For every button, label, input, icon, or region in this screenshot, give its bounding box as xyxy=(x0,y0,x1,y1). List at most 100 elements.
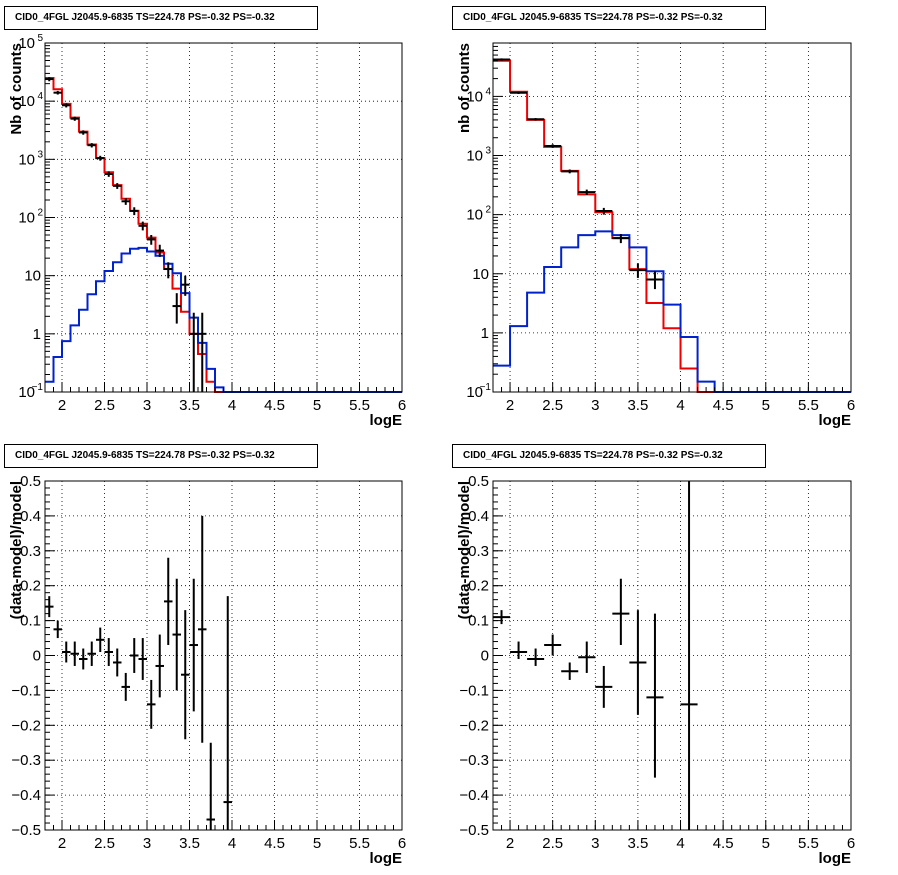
x-axis-label: logE xyxy=(819,412,852,429)
y-tick-label: −0.5 xyxy=(459,822,489,839)
x-tick-label: 3 xyxy=(143,835,151,852)
y-tick-label: 10 xyxy=(472,266,489,283)
data-point xyxy=(62,641,71,663)
data-point xyxy=(578,189,596,195)
panel-title-top-right: CID0_4FGL J2045.9-6835 TS=224.78 PS=-0.3… xyxy=(452,6,766,30)
x-tick-label: 3.5 xyxy=(179,835,200,852)
x-tick-label: 5.5 xyxy=(349,397,370,414)
data-point xyxy=(629,610,647,715)
y-tick-label: 0.4 xyxy=(468,508,489,525)
data-point xyxy=(612,234,630,244)
x-tick-label: 6 xyxy=(398,835,406,852)
plot-frame xyxy=(44,480,403,831)
total-model-histogram xyxy=(493,59,851,393)
data-point xyxy=(223,596,232,830)
x-tick-label: 4.5 xyxy=(264,397,285,414)
data-point xyxy=(79,648,88,670)
data-point xyxy=(198,515,207,743)
y-tick-label: −0.3 xyxy=(459,752,489,769)
y-tick-label: 0.1 xyxy=(468,613,489,630)
data-point xyxy=(164,262,173,279)
data-point xyxy=(527,118,545,121)
y-tick-label: 0 xyxy=(33,648,41,665)
data-point xyxy=(595,207,613,215)
data-point xyxy=(87,641,96,666)
x-tick-label: 3.5 xyxy=(179,397,200,414)
x-tick-label: 4 xyxy=(676,835,684,852)
y-tick-label: 0.5 xyxy=(20,473,41,490)
data-point xyxy=(164,557,173,646)
y-tick-label: 10 xyxy=(18,210,35,227)
x-tick-label: 2.5 xyxy=(94,397,115,414)
data-point xyxy=(147,679,156,729)
x-tick-label: 2 xyxy=(506,397,514,414)
y-tick-label: 0 xyxy=(481,648,489,665)
data-point xyxy=(138,221,147,231)
x-tick-label: 5.5 xyxy=(798,835,819,852)
data-point xyxy=(155,244,164,257)
y-tick-exponent: 4 xyxy=(37,91,43,102)
data-point xyxy=(206,742,215,830)
data-point xyxy=(510,641,528,659)
x-tick-label: 2.5 xyxy=(94,835,115,852)
data-point xyxy=(70,116,79,121)
data-point xyxy=(198,312,207,392)
y-axis-label: (data-model)/model xyxy=(8,481,25,619)
x-tick-label: 4 xyxy=(228,397,236,414)
x-tick-label: 2 xyxy=(506,835,514,852)
y-tick-label: 10 xyxy=(18,151,35,168)
data-point xyxy=(53,90,62,95)
y-tick-label: 10 xyxy=(24,268,41,285)
plot-frame xyxy=(44,42,403,393)
x-axis-label: logE xyxy=(370,412,403,429)
data-point xyxy=(79,130,88,135)
x-tick-label: 3.5 xyxy=(627,397,648,414)
data-point xyxy=(130,207,139,216)
x-tick-label: 5 xyxy=(762,397,770,414)
x-tick-label: 2.5 xyxy=(542,835,563,852)
data-point xyxy=(121,672,130,701)
y-tick-label: 10 xyxy=(18,384,35,401)
data-point xyxy=(121,198,130,205)
y-tick-label: −0.2 xyxy=(459,717,489,734)
y-tick-label: 0.2 xyxy=(20,578,41,595)
residual-panel-right: 2 2.5 3 3.5 4 4.5 5 5.5 6 −0.5 −0.4 −0.3 −0.2 −0.1 0 0.… xyxy=(456,473,855,867)
x-tick-label: 5 xyxy=(313,397,321,414)
y-tick-label: −0.1 xyxy=(459,682,489,699)
y-tick-label: −0.2 xyxy=(11,717,41,734)
y-axis-label: (data-model)/model xyxy=(456,481,473,619)
panel-title-bottom-right: CID0_4FGL J2045.9-6835 TS=224.78 PS=-0.3… xyxy=(452,444,766,468)
data-point xyxy=(189,578,198,712)
data-point xyxy=(113,183,122,189)
data-point xyxy=(155,634,164,698)
data-point xyxy=(70,641,79,666)
x-tick-label: 5.5 xyxy=(798,397,819,414)
y-tick-exponent: 5 xyxy=(37,33,43,44)
total-model-histogram xyxy=(45,77,402,393)
y-tick-label: −0.4 xyxy=(11,787,41,804)
x-tick-label: 4.5 xyxy=(264,835,285,852)
y-tick-label: 0.1 xyxy=(20,613,41,630)
x-tick-label: 2 xyxy=(58,835,66,852)
data-point xyxy=(646,613,664,778)
x-tick-label: 5 xyxy=(762,835,770,852)
x-tick-label: 2 xyxy=(58,397,66,414)
x-tick-label: 3.5 xyxy=(627,835,648,852)
y-tick-label: −0.3 xyxy=(11,752,41,769)
y-tick-exponent: 4 xyxy=(485,86,491,97)
data-point xyxy=(578,641,596,673)
x-tick-label: 5.5 xyxy=(349,835,370,852)
y-tick-label: 10 xyxy=(466,384,483,401)
x-axis-label: logE xyxy=(819,850,852,867)
residual-panel-left: 2 2.5 3 3.5 4 4.5 5 5.5 6 −0.5 −0.4 −0.3 −0.2 −0.1 0 0.… xyxy=(8,473,406,867)
data-point xyxy=(45,77,54,82)
data-point xyxy=(561,662,579,680)
data-point xyxy=(544,634,562,656)
y-tick-label: −0.1 xyxy=(11,682,41,699)
source-model-histogram xyxy=(493,230,851,393)
y-tick-exponent: 3 xyxy=(485,146,491,157)
x-tick-label: 4.5 xyxy=(713,835,734,852)
data-point xyxy=(493,610,511,625)
y-tick-label: −0.5 xyxy=(11,822,41,839)
data-point xyxy=(181,275,190,296)
